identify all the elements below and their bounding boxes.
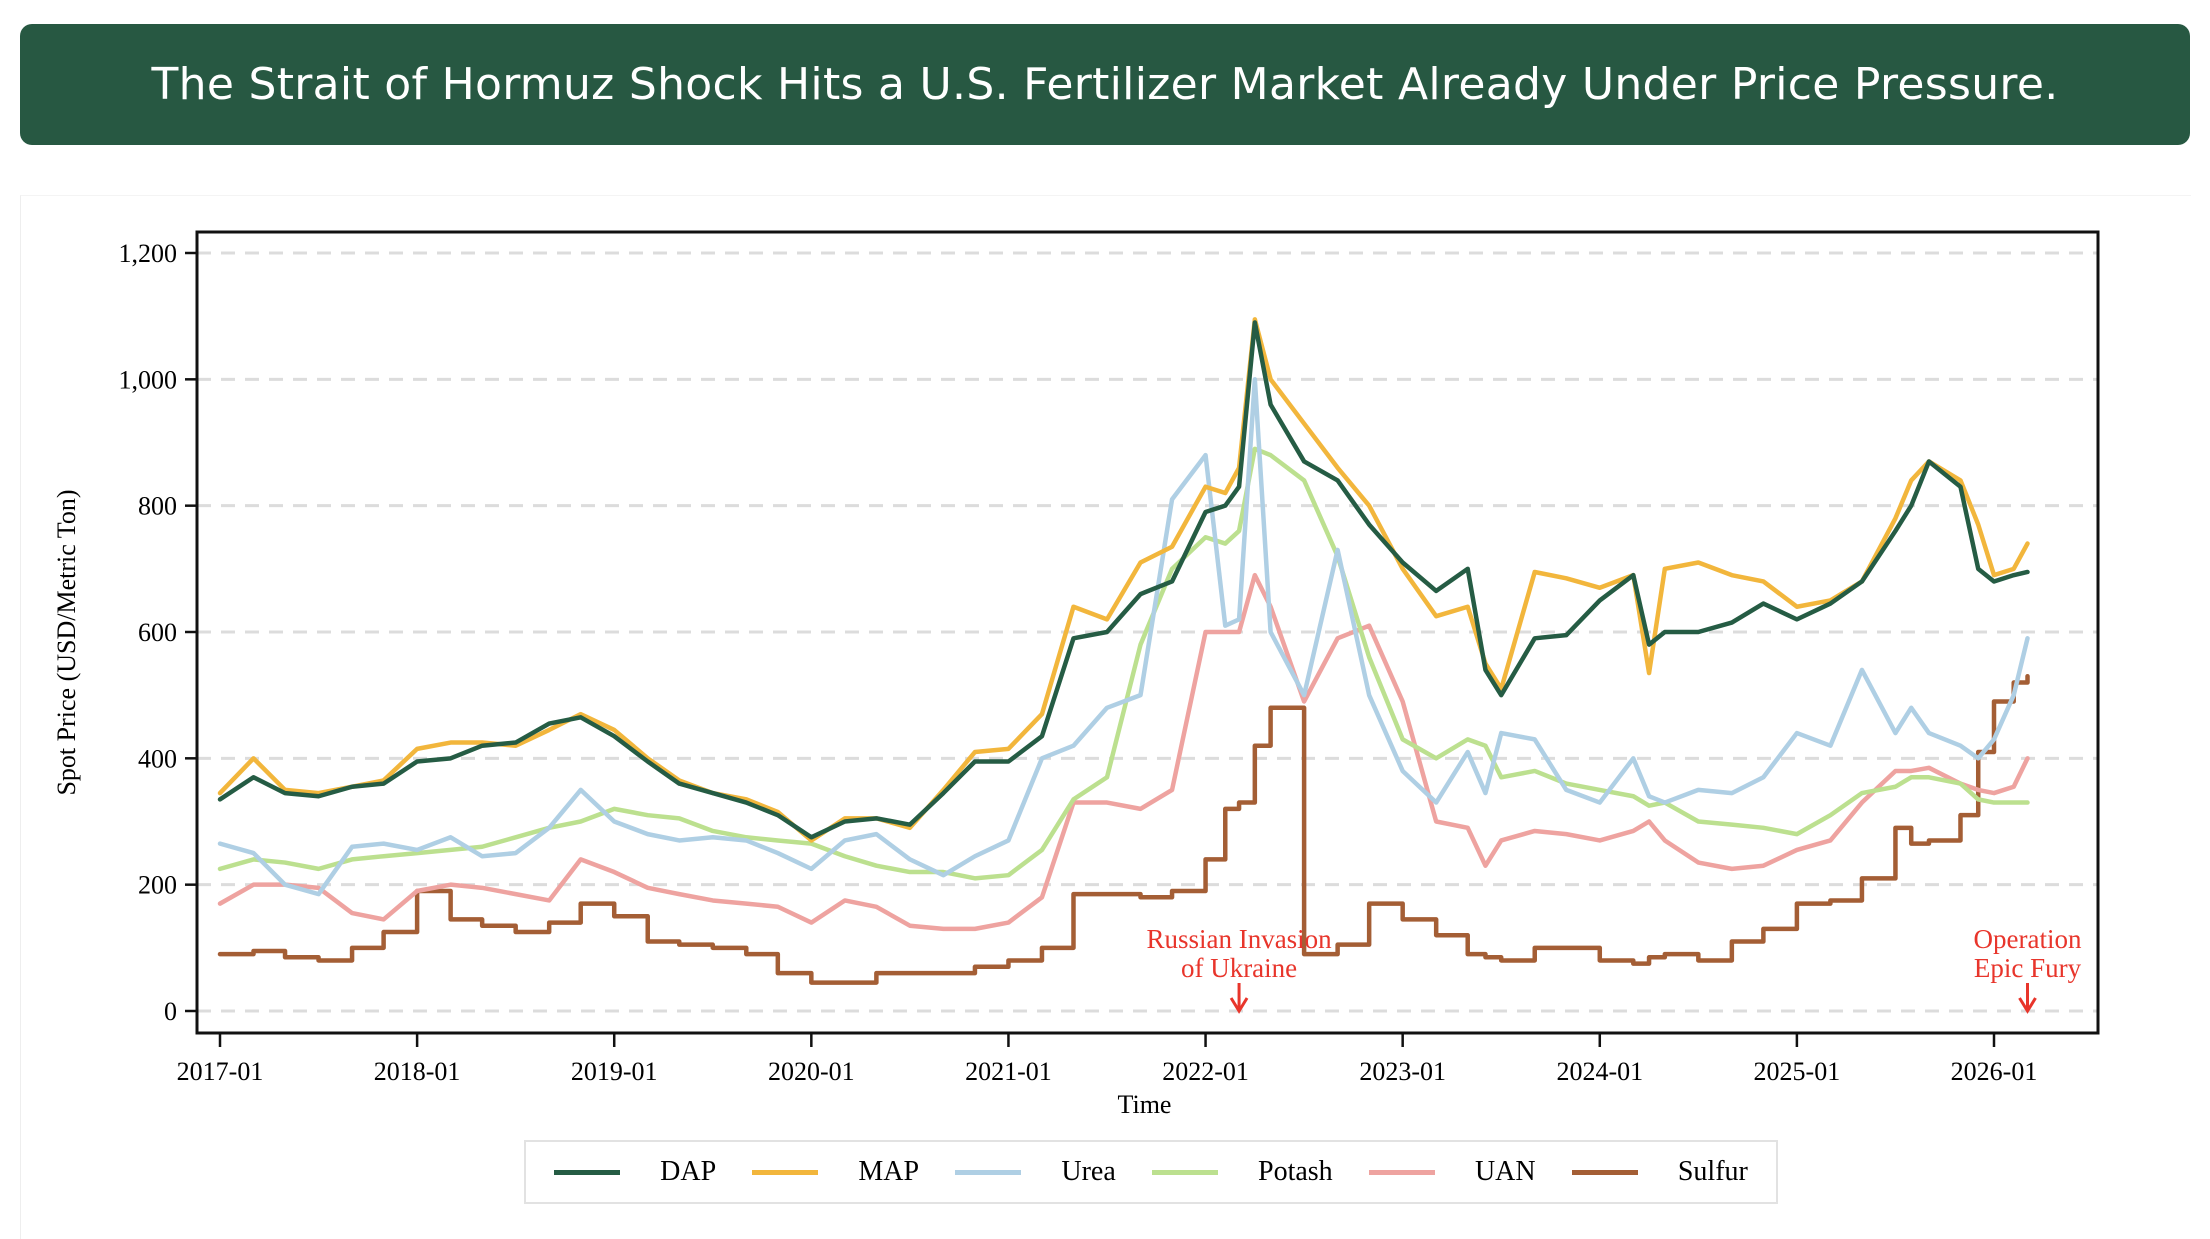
x-tick-label: 2019-01 <box>571 1057 658 1086</box>
series-line-uan <box>217 572 2030 932</box>
gridlines <box>197 251 2098 1013</box>
legend-item-sulfur[interactable]: Sulfur <box>1571 1156 1748 1188</box>
legend-item-map[interactable]: MAP <box>752 1156 919 1188</box>
chart-title: The Strait of Hormuz Shock Hits a U.S. F… <box>151 59 2059 110</box>
legend-item-dap[interactable]: DAP <box>554 1156 716 1188</box>
x-tick-label: 2024-01 <box>1556 1057 1643 1086</box>
series-lines <box>217 317 2030 985</box>
legend-swatch-urea <box>955 1169 1022 1175</box>
series-line-urea <box>217 377 2030 897</box>
y-axis: 0 200 400 600 800 1,000 1,200 <box>119 239 197 1026</box>
x-tick-label: 2021-01 <box>965 1057 1052 1086</box>
legend-swatch-sulfur <box>1571 1169 1638 1175</box>
y-axis-title: Spot Price (USD/Metric Ton) <box>52 489 81 795</box>
series-line-sulfur <box>217 673 2030 985</box>
y-tick-label: 800 <box>138 492 177 521</box>
legend-swatch-potash <box>1152 1169 1218 1175</box>
y-tick-label: 400 <box>138 744 177 773</box>
legend-label: MAP <box>858 1156 920 1187</box>
title-banner: The Strait of Hormuz Shock Hits a U.S. F… <box>20 24 2190 145</box>
annotation-text: of Ukraine <box>1181 953 1297 983</box>
y-tick-label: 0 <box>164 997 177 1026</box>
x-axis-title: Time <box>1118 1090 1172 1119</box>
legend-label: UAN <box>1474 1156 1536 1187</box>
legend-item-uan[interactable]: UAN <box>1368 1156 1536 1188</box>
legend-swatch-uan <box>1368 1169 1435 1175</box>
annotation-text: Epic Fury <box>1974 953 2082 983</box>
x-tick-label: 2020-01 <box>768 1057 855 1086</box>
legend-label: Sulfur <box>1677 1156 1748 1187</box>
legend-label: DAP <box>660 1156 717 1187</box>
x-tick-label: 2025-01 <box>1754 1057 1841 1086</box>
series-line-potash <box>217 446 2030 881</box>
series-line-dap <box>217 320 2030 840</box>
legend-label: Urea <box>1061 1156 1116 1187</box>
x-tick-label: 2022-01 <box>1162 1057 1249 1086</box>
legend-item-urea[interactable]: Urea <box>955 1156 1116 1188</box>
series-line-map <box>217 317 2030 843</box>
y-tick-label: 1,000 <box>119 365 178 394</box>
legend-label: Potash <box>1258 1156 1333 1187</box>
y-tick-label: 1,200 <box>119 239 178 268</box>
arrow-down-icon <box>1229 997 1249 1014</box>
x-tick-label: 2018-01 <box>374 1057 461 1086</box>
legend-item-potash[interactable]: Potash <box>1152 1156 1333 1188</box>
chart-card <box>20 195 2191 1239</box>
legend-swatch-dap <box>554 1169 621 1175</box>
y-tick-label: 200 <box>138 871 177 900</box>
x-tick-label: 2023-01 <box>1359 1057 1446 1086</box>
x-tick-label: 2017-01 <box>177 1057 264 1086</box>
legend: DAP MAP Urea Potash UAN Sulfur <box>524 1140 1778 1204</box>
x-tick-label: 2026-01 <box>1951 1057 2038 1086</box>
annotation-text: Russian Invasion <box>1146 924 1332 954</box>
annotation-text: Operation <box>1974 924 2082 954</box>
x-axis: 2017-01 2018-01 2019-01 2020-01 2021-01 2022-… <box>177 1033 2038 1086</box>
arrow-down-icon <box>2018 997 2037 1014</box>
y-tick-label: 600 <box>138 618 177 647</box>
legend-swatch-map <box>752 1169 819 1175</box>
